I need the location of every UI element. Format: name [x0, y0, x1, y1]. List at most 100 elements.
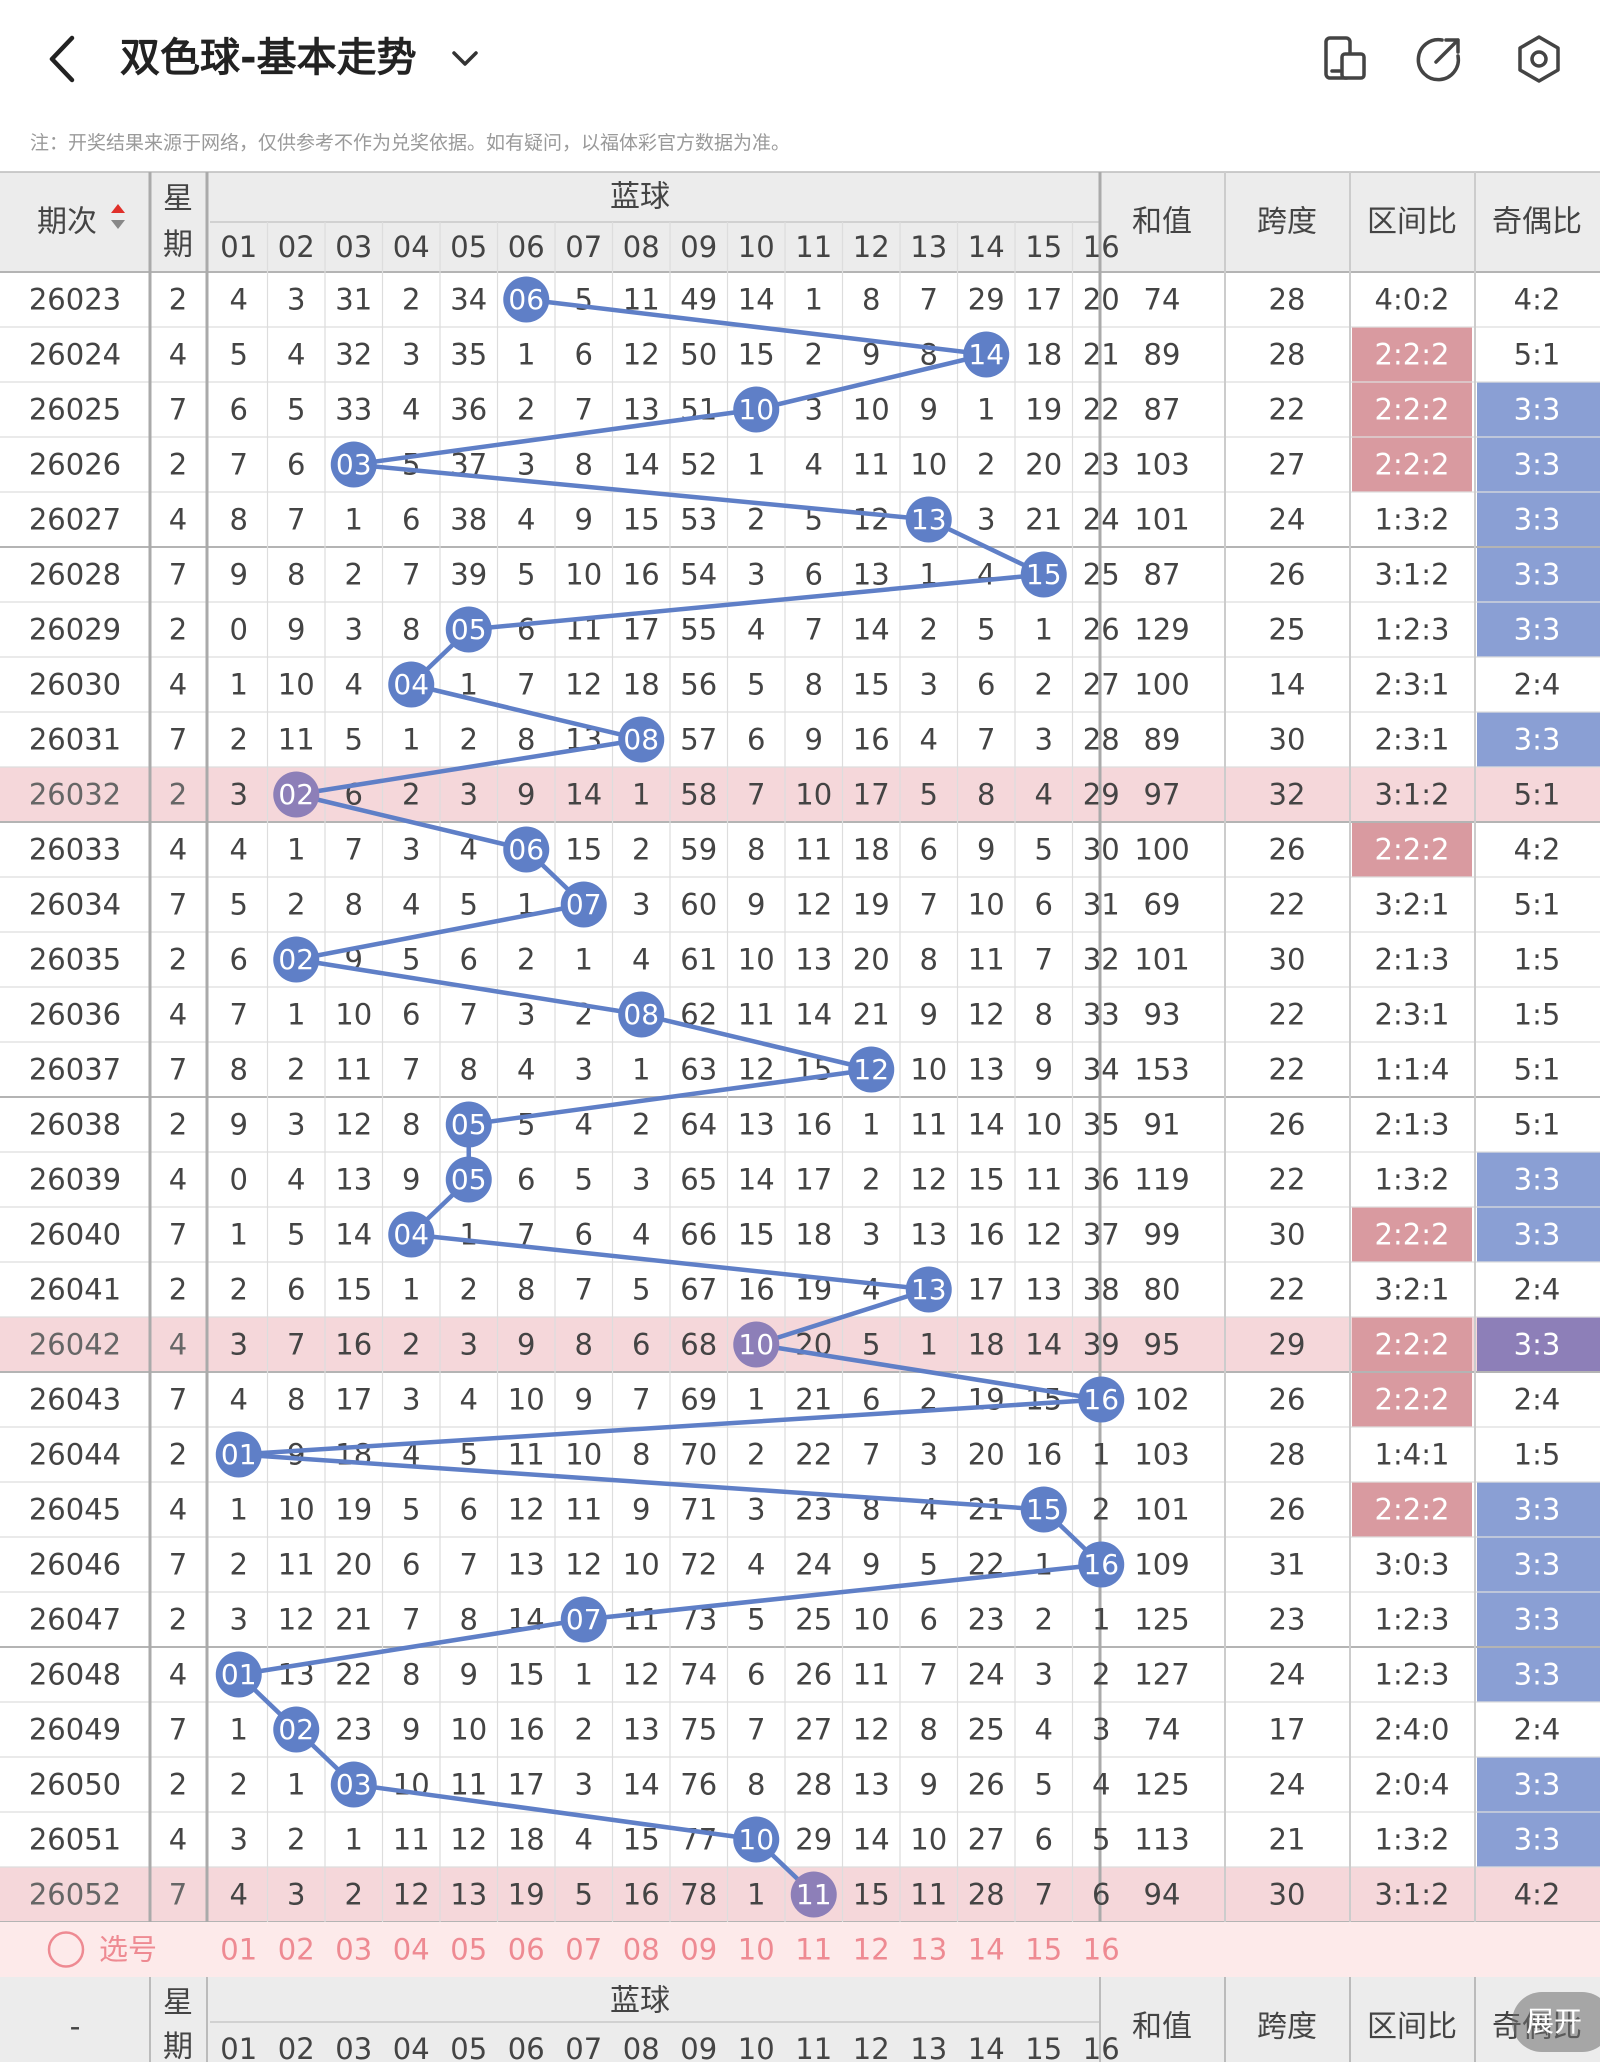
miss-cell: 3: [1035, 723, 1053, 757]
miss-cell: 16: [335, 1328, 372, 1362]
zone-cell: 2:2:2: [1375, 1493, 1450, 1527]
miss-cell: 10: [508, 1383, 545, 1417]
miss-cell: 4: [977, 558, 995, 592]
footer-period: -: [70, 2010, 81, 2045]
period-cell: 26040: [29, 1218, 121, 1252]
select-number-11[interactable]: 11: [795, 1933, 832, 1967]
miss-cell: 54: [680, 558, 717, 592]
zone-cell: 2:2:2: [1375, 1383, 1450, 1417]
radio-icon[interactable]: [47, 1931, 85, 1968]
miss-cell: 34: [1083, 1053, 1120, 1087]
week-cell: 2: [169, 778, 187, 812]
select-number-07[interactable]: 07: [565, 1933, 602, 1967]
miss-cell: 4: [747, 1548, 765, 1582]
miss-cell: 17: [853, 778, 890, 812]
miss-cell: 10: [278, 1493, 315, 1527]
header-blue-group: 蓝球: [610, 180, 670, 215]
miss-cell: 26: [1083, 613, 1120, 647]
select-number-04[interactable]: 04: [393, 1933, 430, 1967]
select-number-12[interactable]: 12: [853, 1933, 890, 1967]
select-number-03[interactable]: 03: [335, 1933, 372, 1967]
zone-badge: [1352, 822, 1472, 877]
period-cell: 26027: [29, 503, 121, 537]
blue-ball-number: 05: [451, 1163, 487, 1196]
miss-cell: 1: [575, 1658, 593, 1692]
miss-cell: 6: [1035, 888, 1053, 922]
miss-cell: 3: [230, 1823, 248, 1857]
miss-cell: 25: [968, 1713, 1005, 1747]
footer-blue-08: 08: [623, 2032, 660, 2062]
select-number-16[interactable]: 16: [1083, 1933, 1120, 1967]
chevron-left-icon[interactable]: [38, 32, 88, 86]
select-number-05[interactable]: 05: [450, 1933, 487, 1967]
select-number-10[interactable]: 10: [738, 1933, 775, 1967]
miss-cell: 52: [680, 448, 717, 482]
miss-cell: 7: [575, 393, 593, 427]
miss-cell: 9: [805, 723, 823, 757]
miss-cell: 29: [1083, 778, 1120, 812]
sort-down-icon[interactable]: [111, 220, 125, 229]
settings-icon[interactable]: [1512, 32, 1566, 86]
sum-cell: 89: [1144, 723, 1181, 757]
chevron-down-icon[interactable]: [448, 42, 482, 74]
header-blue-04: 04: [393, 230, 430, 264]
expand-button[interactable]: 展开: [1512, 1992, 1600, 2052]
oddeven-badge: [1477, 547, 1600, 602]
sum-cell: 153: [1134, 1053, 1189, 1087]
device-switch-icon[interactable]: [1318, 32, 1372, 86]
oddeven-cell: 3:3: [1514, 1163, 1561, 1197]
select-number-02[interactable]: 02: [278, 1933, 315, 1967]
miss-cell: 15: [335, 1273, 372, 1307]
header-period[interactable]: 期次: [37, 205, 97, 240]
miss-cell: 1: [460, 668, 478, 702]
miss-cell: 26: [795, 1658, 832, 1692]
oddeven-badge: [1477, 1647, 1600, 1702]
blue-ball: [560, 881, 607, 928]
select-number-14[interactable]: 14: [968, 1933, 1005, 1967]
sum-cell: 100: [1134, 668, 1189, 702]
highlight-row: [0, 1317, 1600, 1372]
miss-cell: 4: [287, 1163, 305, 1197]
select-number-06[interactable]: 06: [508, 1933, 545, 1967]
miss-cell: 12: [795, 888, 832, 922]
miss-cell: 23: [795, 1493, 832, 1527]
oddeven-badge: [1477, 437, 1600, 492]
miss-cell: 11: [853, 1658, 890, 1692]
miss-cell: 16: [1025, 1438, 1062, 1472]
share-icon[interactable]: [1412, 32, 1466, 86]
select-number-08[interactable]: 08: [623, 1933, 660, 1967]
select-number-09[interactable]: 09: [680, 1933, 717, 1967]
miss-cell: 26: [968, 1768, 1005, 1802]
span-cell: 25: [1269, 613, 1306, 647]
select-label[interactable]: 选号: [99, 1933, 157, 1967]
period-cell: 26032: [29, 778, 121, 812]
miss-cell: 27: [1083, 668, 1120, 702]
select-number-15[interactable]: 15: [1025, 1933, 1062, 1967]
sort-up-icon[interactable]: [111, 204, 125, 213]
miss-cell: 17: [795, 1163, 832, 1197]
miss-cell: 8: [632, 1438, 650, 1472]
miss-cell: 15: [738, 338, 775, 372]
blue-ball: [388, 1211, 435, 1258]
sum-cell: 91: [1144, 1108, 1181, 1142]
blue-ball: [445, 606, 492, 653]
footer-blue-06: 06: [508, 2032, 545, 2062]
miss-cell: 4: [517, 503, 535, 537]
miss-cell: 4: [862, 1273, 880, 1307]
period-cell: 26046: [29, 1548, 121, 1582]
select-number-13[interactable]: 13: [910, 1933, 947, 1967]
miss-cell: 2: [460, 1273, 478, 1307]
span-cell: 28: [1269, 283, 1306, 317]
miss-cell: 7: [862, 1438, 880, 1472]
week-cell: 2: [169, 943, 187, 977]
oddeven-cell: 3:3: [1514, 1493, 1561, 1527]
miss-cell: 3: [977, 503, 995, 537]
page-title[interactable]: 双色球-基本走势: [120, 35, 417, 81]
select-number-01[interactable]: 01: [220, 1933, 257, 1967]
miss-cell: 12: [278, 1603, 315, 1637]
footer-sum: 和值: [1132, 2010, 1192, 2045]
span-cell: 29: [1269, 1328, 1306, 1362]
period-cell: 26031: [29, 723, 121, 757]
period-cell: 26028: [29, 558, 121, 592]
miss-cell: 64: [680, 1108, 717, 1142]
